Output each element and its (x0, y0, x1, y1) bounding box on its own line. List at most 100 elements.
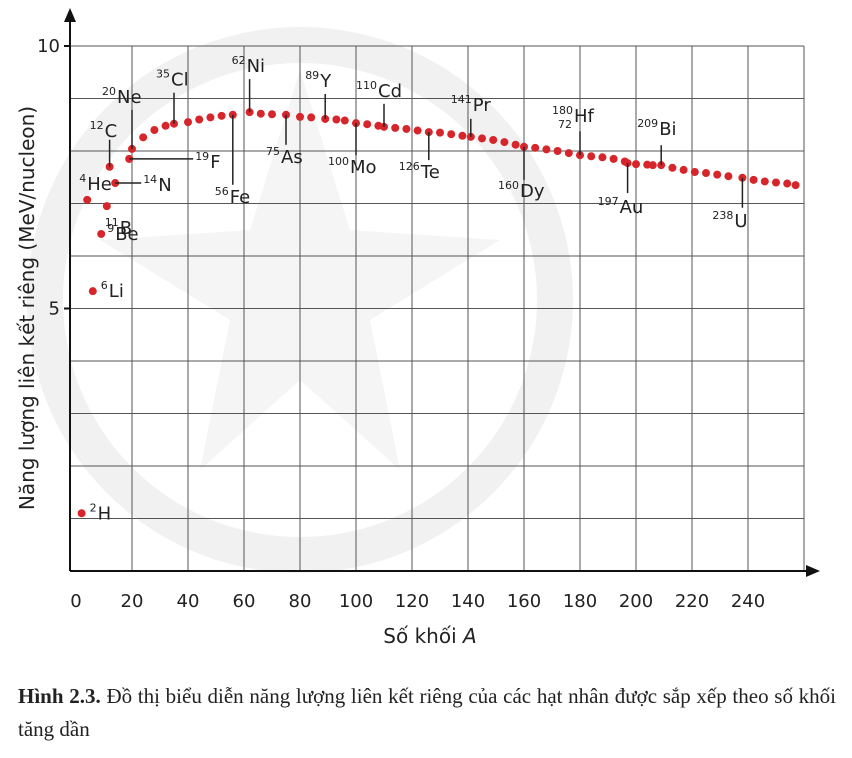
element-symbol: C (105, 121, 118, 142)
element-symbol: He (87, 174, 112, 195)
mass-number: 160 (498, 179, 519, 192)
caption-text: Đồ thị biểu diễn năng lượng liên kết riê… (18, 684, 836, 741)
mass-number: 9 (107, 222, 114, 235)
data-point (679, 165, 688, 174)
mass-number: 62 (232, 54, 246, 67)
data-point (542, 145, 551, 154)
data-point (195, 115, 204, 124)
data-point (724, 172, 733, 181)
nuclide-label: 89Y (305, 69, 332, 92)
data-point (184, 118, 192, 127)
data-point (553, 147, 562, 155)
nuclide-label: 180Hf (552, 104, 595, 127)
data-point (772, 178, 780, 187)
data-point (478, 134, 486, 143)
mass-number: 20 (102, 85, 116, 98)
element-symbol: Y (319, 71, 332, 92)
caption-label: Hình 2.3. (18, 684, 101, 708)
nuclide-label: 209Bi (637, 117, 676, 140)
data-point (609, 154, 618, 163)
data-point (783, 179, 792, 188)
mass-number: 19 (195, 150, 209, 163)
x-tick-label: 40 (177, 591, 200, 612)
element-symbol: Au (620, 197, 644, 218)
element-symbol: Dy (520, 181, 545, 202)
element-symbol: Ni (247, 56, 265, 77)
mass-number: 12 (90, 119, 104, 132)
mass-number: 180 (552, 104, 573, 117)
data-point (668, 163, 677, 172)
nuclide-label: 2H (90, 501, 112, 524)
data-point (363, 120, 372, 129)
data-point (531, 143, 540, 152)
nuclide-label: 6Li (101, 279, 124, 302)
mass-number: 141 (451, 93, 472, 106)
x-tick-label: 220 (675, 591, 709, 612)
data-point (436, 128, 444, 137)
mass-number: 100 (328, 155, 349, 168)
data-point (648, 161, 657, 170)
data-point (97, 229, 106, 238)
data-point (217, 111, 226, 120)
chart: Năng lượng liên kết riêng (MeV/nucleon) … (15, 8, 820, 648)
mass-number: 126 (399, 160, 420, 173)
data-point (489, 135, 498, 144)
nuclide-label: 126Te (399, 160, 440, 183)
element-symbol: N (158, 175, 171, 196)
mass-number: 197 (598, 195, 619, 208)
element-symbol: Fe (230, 187, 250, 208)
data-point (139, 133, 148, 142)
element-symbol: H (98, 503, 112, 524)
mass-number: 35 (156, 68, 170, 81)
element-symbol: Pr (473, 95, 492, 116)
data-point (83, 195, 92, 204)
data-point (447, 130, 456, 139)
mass-number: 6 (101, 279, 108, 292)
x-tick-label: 60 (233, 591, 256, 612)
data-point (402, 124, 411, 133)
nuclide-label: 160Dy (498, 179, 545, 202)
data-point (102, 202, 111, 211)
data-point (749, 175, 758, 184)
y-axis-label: Năng lượng liên kết riêng (MeV/nucleon) (15, 106, 39, 510)
data-point (458, 131, 467, 140)
data-point (340, 116, 349, 125)
data-point (791, 181, 800, 190)
data-point (150, 126, 159, 134)
x-tick-label: 100 (339, 591, 373, 612)
element-symbol: B (120, 218, 132, 239)
data-point (500, 138, 509, 147)
data-point (598, 153, 607, 162)
nuclide-label: 110Cd (356, 79, 402, 102)
data-point (77, 509, 86, 518)
nuclide-label: 14N (143, 173, 171, 196)
mass-number: 238 (712, 209, 733, 222)
element-symbol: Ne (117, 87, 142, 108)
x-tick-label: 120 (395, 591, 429, 612)
data-point (380, 122, 388, 131)
element-symbol: Cl (171, 70, 189, 91)
nuclide-label: 238U (712, 209, 747, 232)
x-tick-label: 140 (451, 591, 485, 612)
data-point (256, 109, 265, 118)
data-point (632, 160, 640, 169)
x-tick-label: 240 (731, 591, 765, 612)
element-symbol: Cd (378, 81, 402, 102)
data-point (332, 115, 341, 124)
data-point (690, 168, 699, 176)
x-axis-label-var: A (461, 624, 477, 648)
nuclide-label: 100Mo (328, 155, 377, 178)
mass-number: 4 (79, 172, 86, 185)
mass-number: 11 (105, 216, 119, 229)
mass-number: 110 (356, 79, 377, 92)
x-axis-label: Số khối A (383, 624, 476, 648)
data-point (296, 112, 304, 121)
nuclide-label: 197Au (598, 195, 644, 218)
mass-number: 2 (90, 501, 97, 514)
nuclide-label: 56Fe (215, 185, 250, 208)
data-point (206, 113, 215, 122)
nuclide-label: 20Ne (102, 85, 142, 108)
x-axis-arrow (806, 565, 820, 577)
y-tick-label: 5 (49, 299, 60, 320)
element-symbol: F (210, 152, 220, 173)
